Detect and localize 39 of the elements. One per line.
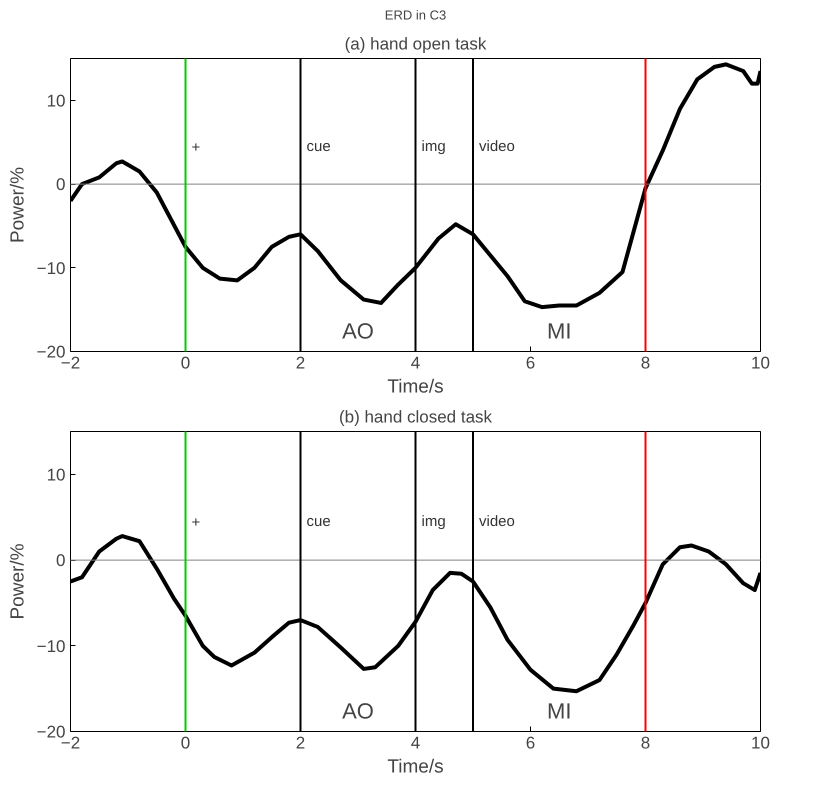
x-tick-label: 6 xyxy=(526,734,536,752)
x-tick-label: 0 xyxy=(180,354,190,372)
x-axis-title: Time/s xyxy=(387,756,444,778)
x-tick-label: 8 xyxy=(640,734,650,752)
x-tick-label: 0 xyxy=(180,734,190,752)
y-tick-label: −20 xyxy=(36,342,66,362)
x-tick-label: 10 xyxy=(751,354,770,372)
ref-line-label: cue xyxy=(306,138,331,155)
y-tick-label: 10 xyxy=(46,91,66,110)
annotation: AO xyxy=(342,318,374,344)
ref-line-label: img xyxy=(422,513,446,530)
x-tick-label: 2 xyxy=(296,354,306,372)
ref-line-label: video xyxy=(479,513,515,530)
y-tick-label: 10 xyxy=(46,465,66,484)
x-tick-label: 2 xyxy=(296,734,306,752)
x-tick-label: 4 xyxy=(410,354,420,372)
chart-title: (b) hand closed task xyxy=(338,408,493,426)
x-axis-title: Time/s xyxy=(387,376,444,398)
y-tick-label: −10 xyxy=(36,258,66,278)
y-tick-label: 0 xyxy=(56,551,66,570)
ref-line-label: video xyxy=(479,138,515,155)
y-tick-label: −10 xyxy=(36,636,66,656)
annotation: MI xyxy=(547,698,572,724)
x-tick-label: 6 xyxy=(526,354,536,372)
y-axis-title: Power/% xyxy=(8,166,29,244)
x-tick-label: 4 xyxy=(410,734,420,752)
x-tick-label: 10 xyxy=(751,734,770,752)
annotation: AO xyxy=(342,698,374,724)
annotation: MI xyxy=(547,318,572,344)
y-tick-label: 0 xyxy=(56,175,66,194)
ref-line-label: + xyxy=(192,514,200,531)
y-axis-title: Power/% xyxy=(8,543,29,620)
chart-title: ERD in C3 xyxy=(384,8,446,22)
chart-subtitle: (a) hand open task xyxy=(344,34,487,54)
ref-line-label: img xyxy=(422,138,446,155)
y-tick-label: −20 xyxy=(36,722,66,742)
ref-line-label: cue xyxy=(306,513,331,530)
x-tick-label: 8 xyxy=(640,354,650,372)
ref-line-label: + xyxy=(192,138,200,156)
